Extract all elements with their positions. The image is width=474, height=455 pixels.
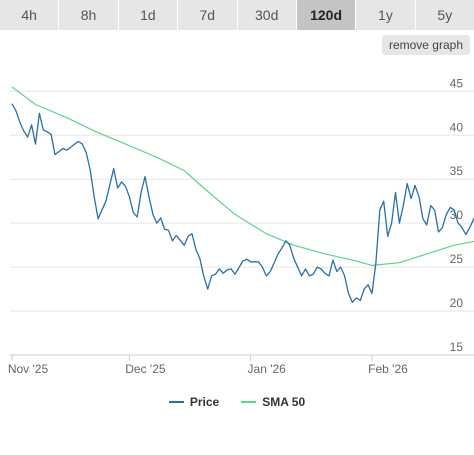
series-line-price	[11, 103, 474, 303]
tab-120d[interactable]: 120d	[296, 0, 357, 30]
series-line-sma-50	[11, 86, 474, 266]
legend-item-price[interactable]: Price	[168, 395, 220, 409]
remove-graph-button[interactable]: remove graph	[381, 35, 470, 55]
x-tick-label: Jan '26	[248, 362, 287, 376]
chart-grid	[10, 90, 474, 356]
x-axis: Nov '25 Dec '25 Jan '26 Feb '26	[8, 354, 474, 376]
y-tick-label: 25	[450, 252, 464, 266]
legend-label-sma: SMA 50	[262, 395, 306, 409]
y-tick-label: 40	[450, 120, 464, 134]
tab-7d[interactable]: 7d	[178, 0, 238, 30]
y-tick-label: 20	[450, 296, 464, 310]
y-tick-label: 35	[450, 164, 464, 178]
x-tick-label: Nov '25	[8, 362, 49, 376]
tab-1d[interactable]: 1d	[118, 0, 179, 30]
tab-4h[interactable]: 4h	[0, 0, 60, 30]
timeframe-tabs: 4h 8h 1d 7d 30d 120d 1y 5y	[0, 0, 474, 30]
y-tick-label: 45	[450, 76, 464, 90]
tab-1y[interactable]: 1y	[356, 0, 416, 30]
tab-8h[interactable]: 8h	[59, 0, 119, 30]
x-tick-label: Dec '25	[125, 362, 166, 376]
y-axis-ticks: 15 20 25 30 35 40 45	[450, 76, 464, 354]
x-tick-label: Feb '26	[368, 362, 408, 376]
legend-item-sma[interactable]: SMA 50	[241, 395, 305, 409]
y-tick-label: 15	[450, 340, 464, 354]
chart-series	[11, 86, 474, 303]
price-chart: 15 20 25 30 35 40 45 Nov '25 Dec '25 Jan '26 Feb …	[8, 76, 474, 376]
y-tick-label: 30	[450, 208, 464, 222]
tab-5y[interactable]: 5y	[415, 0, 474, 30]
tab-30d[interactable]: 30d	[237, 0, 297, 30]
legend-label-price: Price	[189, 395, 220, 409]
chart-legend: Price SMA 50	[0, 394, 474, 410]
price-swatch-icon	[168, 401, 184, 403]
sma-swatch-icon	[241, 401, 257, 403]
